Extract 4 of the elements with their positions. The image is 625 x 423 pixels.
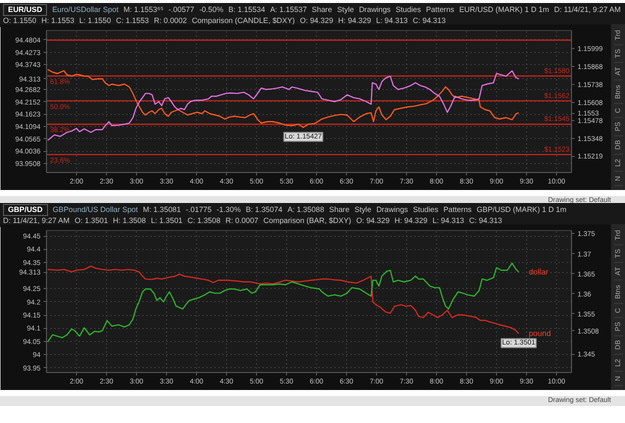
line-series [47,68,520,128]
series-label: pound [528,329,551,338]
line-series [47,70,520,141]
series-label: dollar [528,268,549,277]
